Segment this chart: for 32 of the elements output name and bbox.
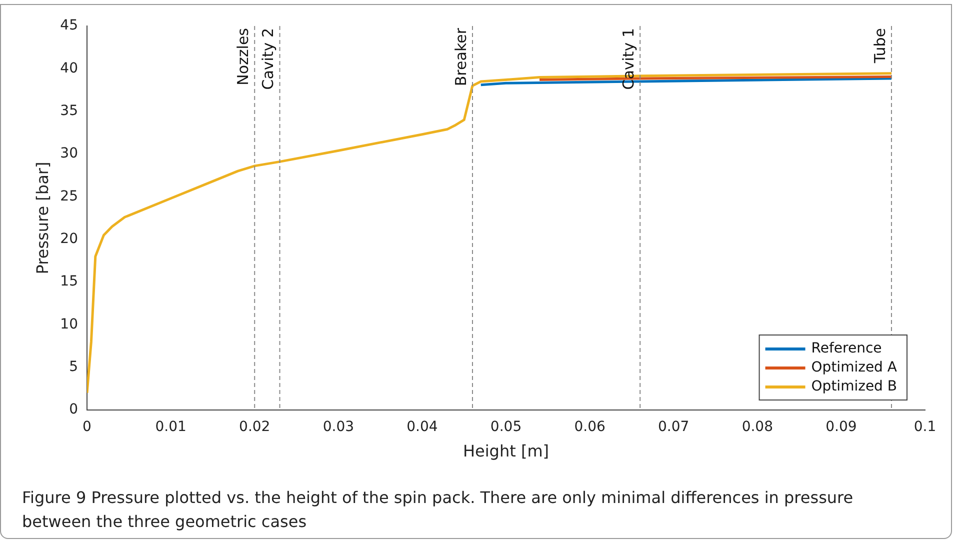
y-axis-title: Pressure [bar]	[32, 162, 52, 274]
legend-label: Optimized B	[811, 378, 898, 395]
x-tick-label: 0.08	[742, 419, 773, 436]
y-tick-label: 25	[60, 188, 78, 204]
ref-line-label: Cavity 2	[259, 28, 278, 90]
x-axis-title: Height [m]	[462, 442, 550, 461]
x-tick-label: 0.03	[322, 419, 354, 436]
ref-line-label: Tube	[870, 28, 889, 64]
x-tick-label: 0.07	[658, 419, 690, 436]
x-tick-label: 0.05	[490, 419, 522, 436]
x-tick-label: 0.04	[406, 419, 438, 436]
legend-label: Reference	[811, 340, 882, 357]
x-tick-label: 0.02	[239, 419, 270, 436]
x-tick-label: 0.1	[914, 419, 936, 436]
caption: Figure 9 Pressure plotted vs. the height of the spin pack. There are only minimal differences in pressure between the three geometric cases	[22, 487, 854, 533]
ref-line-label: Cavity 1	[619, 28, 638, 90]
y-tick-label: 45	[60, 18, 78, 34]
y-tick-label: 20	[60, 230, 78, 247]
y-tick-label: 10	[60, 316, 78, 332]
x-tick-label: 0	[82, 419, 92, 436]
ref-line-label: Breaker	[452, 27, 470, 86]
y-tick-label: 15	[60, 274, 78, 290]
y-tick-label: 35	[60, 102, 78, 119]
y-tick-label: 40	[60, 60, 78, 76]
y-tick-label: 0	[69, 402, 78, 418]
x-tick-label: 0.09	[826, 419, 857, 436]
ref-line-label: Nozzles	[234, 28, 252, 86]
x-tick-label: 0.01	[155, 419, 186, 436]
y-tick-label: 5	[69, 358, 78, 375]
x-tick-label: 0.06	[574, 419, 606, 436]
legend-label: Optimized A	[811, 360, 898, 376]
y-tick-label: 30	[60, 146, 78, 162]
